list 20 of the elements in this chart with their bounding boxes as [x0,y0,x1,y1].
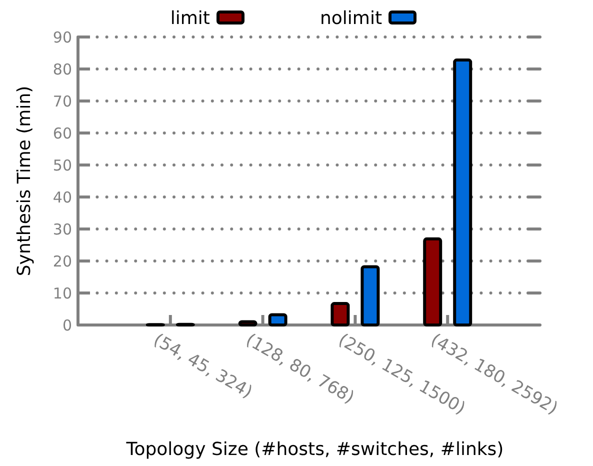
bar [453,58,472,326]
y-tick-label: 0 [62,316,72,334]
y-tick-label: 90 [52,28,72,46]
y-tick-label: 30 [52,220,72,238]
y-tick-label: 20 [52,252,72,270]
x-axis-title: Topology Size (#hosts, #switches, #links) [125,439,504,460]
bar [360,265,380,326]
y-tick-label: 80 [52,60,72,78]
y-tick-label: 40 [52,188,72,206]
y-tick-label: 60 [52,124,72,142]
bar [238,320,258,326]
bar [268,313,288,326]
bar [423,237,442,326]
legend-label: limit [170,8,210,29]
bar [330,302,350,326]
y-tick-label: 70 [52,92,72,110]
y-axis-title: Synthesis Time (min) [14,86,35,276]
y-tick-label: 10 [52,284,72,302]
y-tick-label: 50 [52,156,72,174]
legend-label: nolimit [320,8,382,29]
